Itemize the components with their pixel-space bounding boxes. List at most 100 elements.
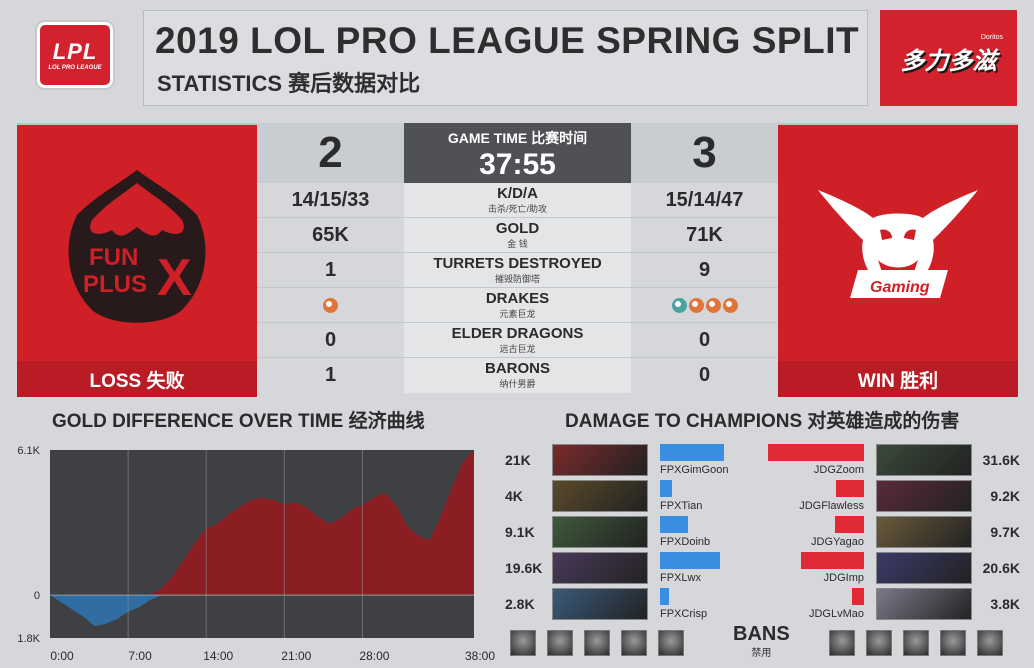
ban-6-portrait — [829, 630, 855, 656]
ornn-portrait — [876, 444, 972, 476]
damage-bar-right — [852, 588, 864, 605]
player-name-left: FPXDoinb — [660, 536, 711, 548]
stat-label-cn: 摧毁防御塔 — [494, 274, 540, 284]
damage-bar-left — [660, 444, 724, 461]
score-left: 2 — [257, 123, 404, 183]
svg-text:FUN: FUN — [89, 244, 138, 271]
stat-row-turrets: 1 TURRETS DESTROYED 摧毁防御塔 9 — [257, 253, 778, 288]
stat-left-value: 1 — [324, 364, 337, 386]
damage-bar-left — [660, 552, 720, 569]
player-name-right: JDGFlawless — [799, 500, 864, 512]
svg-text:Gaming: Gaming — [870, 279, 930, 296]
damage-value-right: 3.8K — [990, 596, 1020, 612]
player-name-left: FPXCrisp — [660, 608, 708, 620]
stat-row-drakes: DRAKES 元素巨龙 — [257, 288, 778, 323]
ban-8-portrait — [903, 630, 929, 656]
galio-portrait — [876, 588, 972, 620]
damage-value-right: 31.6K — [982, 452, 1020, 468]
fpx-team-logo: FUN PLUS X — [68, 170, 206, 323]
bans-label-cn: 禁用 — [751, 648, 772, 659]
ban-10-portrait — [977, 630, 1003, 656]
damage-bar-right — [836, 480, 864, 497]
damage-value-right: 9.2K — [990, 488, 1020, 504]
lux-portrait — [876, 516, 972, 548]
stat-label: ELDER DRAGONS — [451, 325, 584, 342]
sponsor-name: 多力多滋 — [900, 47, 997, 75]
player-name-right: JDGLvMao — [808, 608, 864, 620]
infernal-drake-icon — [722, 297, 738, 313]
stat-row-elder: 0 ELDER DRAGONS 远古巨龙 0 — [257, 323, 778, 358]
stat-left-value: 1 — [324, 258, 337, 281]
infernal-drake-icon — [688, 297, 704, 313]
y-tick-label: 0 — [34, 590, 40, 602]
ban-5-portrait — [658, 630, 684, 656]
jdg-team-logo: Gaming — [818, 190, 978, 298]
damage-value-right: 20.6K — [982, 560, 1020, 576]
stat-left-value: 0 — [324, 328, 337, 351]
gold-difference-chart: 6.1K 0 1.8K 0:00 7:00 14:00 21:00 28:00 38:00 — [17, 445, 495, 662]
game-time-value: 37:55 — [479, 148, 556, 181]
stat-label-cn: 元素巨龙 — [499, 309, 536, 319]
ryze-portrait — [552, 516, 648, 548]
team-panel-right: Gaming WIN 胜利 — [778, 123, 1018, 397]
stat-row-gold: 65K GOLD 金 钱 71K — [257, 218, 778, 253]
bans-label-en: BANS — [733, 623, 790, 645]
damage-bar-right — [834, 516, 864, 533]
stat-label: K/D/A — [497, 185, 538, 202]
player-name-left: FPXTian — [660, 500, 703, 512]
stat-label: DRAKES — [485, 290, 550, 307]
ban-2-portrait — [547, 630, 573, 656]
ban-4-portrait — [621, 630, 647, 656]
sponsor-logo: Doritos 多力多滋 — [880, 10, 1017, 106]
damage-bar-left — [660, 588, 669, 605]
ocean-drake-icon — [671, 297, 687, 313]
infernal-drake-icon — [323, 297, 338, 313]
ban-3-portrait — [584, 630, 610, 656]
player-name-left: FPXLwx — [660, 572, 701, 584]
x-tick-label: 28:00 — [359, 649, 389, 662]
damage-section-title: DAMAGE TO CHAMPIONS 对英雄造成的伤害 — [565, 411, 960, 432]
player-name-right: JDGZoom — [813, 464, 864, 476]
damage-value-left: 2.8K — [505, 596, 535, 612]
stat-right-value: 0 — [698, 364, 711, 386]
damage-bar-left — [660, 516, 688, 533]
ban-9-portrait — [940, 630, 966, 656]
player-name-right: JDGImp — [823, 572, 864, 584]
stat-label-cn: 金 钱 — [507, 239, 528, 249]
stat-right-value: 0 — [698, 328, 711, 351]
damage-bar-left — [660, 480, 673, 497]
x-tick-label: 21:00 — [281, 649, 311, 662]
player-name-right: JDGYagao — [811, 536, 864, 548]
score-right: 3 — [631, 123, 778, 183]
drake-icons-left — [323, 297, 338, 313]
page-title: 2019 LOL PRO LEAGUE SPRING SPLIT — [155, 20, 860, 61]
tahm-kench-portrait — [552, 588, 648, 620]
damage-value-left: 4K — [505, 488, 523, 504]
stat-label-cn: 纳什男爵 — [499, 379, 536, 389]
stat-left-value: 14/15/33 — [291, 188, 370, 211]
xin-zhao-portrait — [552, 480, 648, 512]
stat-label-cn: 远古巨龙 — [499, 344, 536, 354]
damage-chart: 21K FPXGimGoon 4K FPXTian 9.1K FPXDoinb 19.6K F… — [500, 440, 1030, 662]
title-panel — [143, 10, 868, 106]
damage-value-left: 9.1K — [505, 524, 535, 540]
stat-right-value: 15/14/47 — [665, 188, 744, 211]
x-tick-label: 7:00 — [128, 649, 152, 662]
damage-value-left: 19.6K — [505, 560, 543, 576]
damage-value-right: 9.7K — [990, 524, 1020, 540]
damage-value-left: 21K — [505, 452, 531, 468]
y-tick-label: 6.1K — [17, 445, 40, 457]
gold-section-title: GOLD DIFFERENCE OVER TIME 经济曲线 — [52, 411, 425, 432]
x-tick-label: 38:00 — [465, 649, 495, 662]
stat-label: TURRETS DESTROYED — [433, 255, 602, 272]
stats-table: 2 GAME TIME 比赛时间 37:55 3 14/15/33 K/D/A 击… — [257, 123, 778, 397]
page-subtitle: STATISTICS 赛后数据对比 — [157, 71, 421, 96]
player-name-left: FPXGimGoon — [660, 464, 729, 476]
stat-label: GOLD — [495, 220, 540, 237]
ban-7-portrait — [866, 630, 892, 656]
x-tick-label: 14:00 — [203, 649, 233, 662]
stat-row-kda: 14/15/33 K/D/A 击杀/死亡/助攻 15/14/47 — [257, 183, 778, 218]
drake-icons-right — [671, 297, 738, 313]
lpl-logo: LPL LOL PRO LEAGUE — [37, 22, 113, 88]
gold-lead-area-left — [50, 595, 474, 627]
